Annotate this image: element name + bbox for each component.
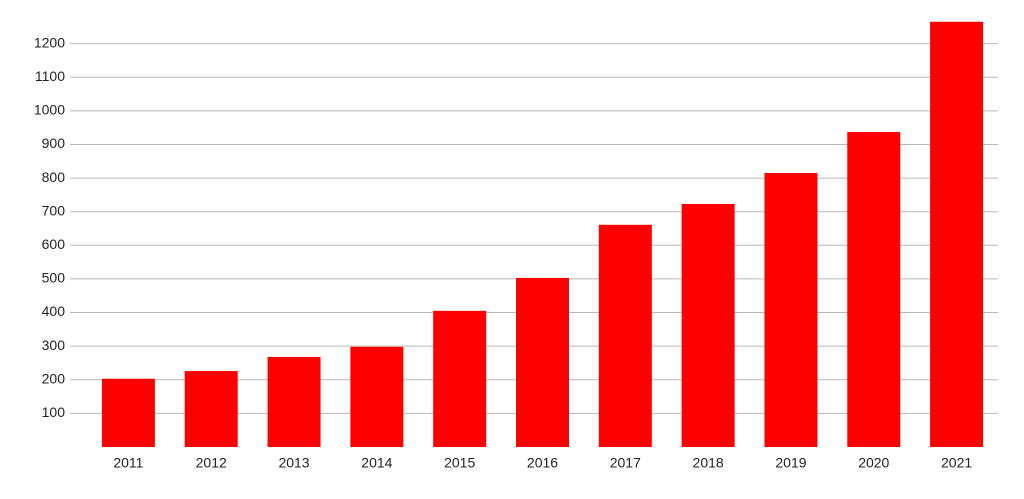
bar xyxy=(930,21,984,448)
x-tick-label: 2012 xyxy=(196,455,227,471)
x-tick-label: 2011 xyxy=(113,455,143,471)
x-tick-label: 2018 xyxy=(693,455,724,471)
y-tick-label: 600 xyxy=(42,236,66,252)
bar xyxy=(764,173,818,448)
bar xyxy=(350,346,404,447)
bar xyxy=(101,378,155,447)
bar xyxy=(681,203,735,447)
y-tick-label: 400 xyxy=(42,303,66,319)
bar xyxy=(433,310,487,447)
bar xyxy=(598,224,652,447)
y-tick-label: 200 xyxy=(42,370,66,386)
y-tick-label: 800 xyxy=(42,169,66,185)
bar xyxy=(267,356,321,447)
y-tick-label: 700 xyxy=(42,202,66,218)
y-tick-label: 100 xyxy=(42,404,66,420)
x-tick-label: 2021 xyxy=(941,455,972,471)
x-tick-label: 2019 xyxy=(775,455,806,471)
x-tick-label: 2017 xyxy=(610,455,641,471)
x-tick-label: 2015 xyxy=(444,455,475,471)
y-tick-label: 1100 xyxy=(35,68,65,84)
y-tick-label: 1000 xyxy=(34,102,65,118)
bar xyxy=(515,277,570,447)
y-tick-label: 500 xyxy=(42,270,66,286)
y-tick-label: 300 xyxy=(42,337,66,353)
y-tick-label: 900 xyxy=(42,135,66,151)
y-tick-label: 1200 xyxy=(34,34,65,50)
x-tick-label: 2013 xyxy=(278,455,309,471)
bar xyxy=(184,371,238,447)
bar xyxy=(847,132,901,447)
x-tick-label: 2016 xyxy=(527,455,558,471)
x-tick-label: 2020 xyxy=(858,455,889,471)
x-tick-label: 2014 xyxy=(361,455,392,471)
